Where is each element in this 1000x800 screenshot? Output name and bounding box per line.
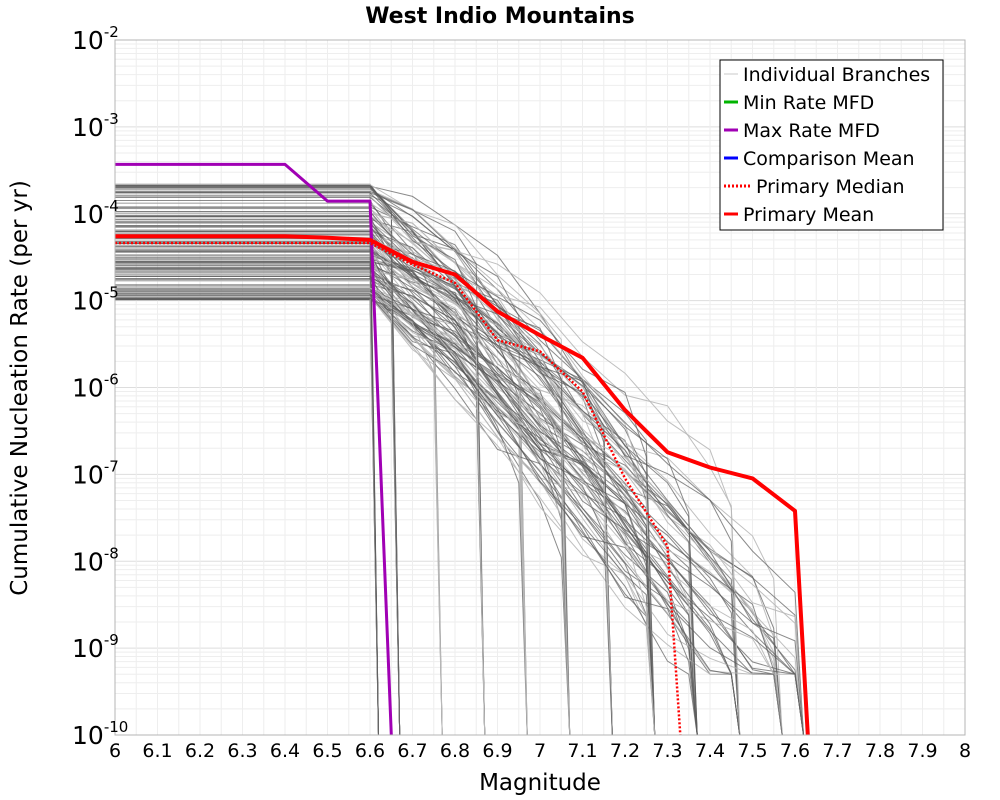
x-tick-label: 6.4 [270, 740, 300, 762]
branch-line [115, 211, 401, 736]
y-tick-label: 10-5 [72, 284, 119, 316]
x-tick-label: 6.8 [440, 740, 470, 762]
legend-label: Individual Branches [743, 64, 930, 86]
branch-line [115, 273, 656, 736]
branch-line [115, 280, 571, 736]
branch-line [115, 292, 443, 736]
x-tick-label: 7.9 [907, 740, 937, 762]
branch-line [115, 268, 804, 736]
branch-line [115, 185, 486, 736]
branch-line [115, 297, 571, 736]
plot-frame [114, 39, 966, 736]
branch-line [115, 294, 656, 736]
branch-line [115, 279, 379, 736]
grid [114, 40, 966, 736]
x-tick-label: 7 [534, 740, 546, 762]
x-tick-label: 6.2 [185, 740, 215, 762]
y-tick-label: 10-6 [72, 371, 119, 403]
branch-line [115, 294, 741, 736]
branch-line [115, 186, 656, 736]
x-tick-label: 6.5 [312, 740, 342, 762]
branch-line [115, 214, 379, 736]
individual-branches [115, 183, 804, 736]
y-tick-label: 10-4 [72, 197, 119, 229]
branch-line [115, 254, 401, 736]
branch-line [115, 266, 656, 736]
x-tick-label: 7.5 [737, 740, 767, 762]
branch-line [115, 200, 401, 736]
x-tick-label: 7.1 [567, 740, 597, 762]
y-tick-label: 10-10 [72, 718, 128, 750]
legend-label: Comparison Mean [743, 148, 915, 170]
branch-line [115, 271, 486, 736]
x-tick-label: 7.2 [610, 740, 640, 762]
branch-line [115, 245, 656, 736]
branch-line [115, 290, 783, 736]
branch-line [115, 232, 401, 736]
branch-line [115, 195, 656, 736]
x-tick-label: 7.4 [695, 740, 725, 762]
y-tick-label: 10-7 [72, 457, 119, 489]
branch-line [115, 261, 613, 736]
x-tick-label: 6 [109, 740, 121, 762]
branch-line [115, 187, 528, 736]
branch-line [115, 241, 379, 736]
branch-line [115, 188, 528, 736]
branch-line [115, 278, 741, 736]
branch-line [115, 245, 486, 736]
max-rate-mfd-line [115, 162, 393, 736]
y-tick-labels: 10-2 10-3 10-4 10-5 10-6 10-7 10-8 10-9 10-10 [72, 23, 128, 750]
branch-line [115, 192, 486, 736]
x-tick-label: 6.7 [397, 740, 427, 762]
x-tick-label: 7.8 [865, 740, 895, 762]
y-tick-label: 10-9 [72, 631, 119, 663]
legend: Individual Branches Min Rate MFD Max Rate … [719, 59, 944, 231]
x-tick-label: 6.6 [355, 740, 385, 762]
y-axis-label: Cumulative Nucleation Rate (per yr) [7, 180, 33, 596]
branch-line [115, 225, 379, 736]
x-tick-label: 6.9 [482, 740, 512, 762]
branch-line [115, 295, 783, 736]
x-axis-label: Magnitude [479, 770, 601, 796]
x-tick-label: 7.7 [822, 740, 852, 762]
branch-line [115, 237, 698, 736]
branch-line [115, 267, 741, 736]
x-tick-label: 6.1 [142, 740, 172, 762]
legend-label: Primary Median [756, 176, 905, 198]
branch-line [115, 185, 804, 736]
x-tick-label: 8 [959, 740, 971, 762]
branch-line [115, 221, 401, 736]
legend-label: Max Rate MFD [743, 120, 880, 142]
primary-mean-line [115, 234, 810, 736]
main-series [115, 162, 810, 736]
branch-line [115, 270, 379, 736]
y-tick-label: 10-8 [72, 544, 119, 576]
x-tick-label: 7.6 [780, 740, 810, 762]
y-tick-label: 10-3 [72, 110, 119, 142]
x-tick-label: 7.3 [652, 740, 682, 762]
x-tick-labels: 6 6.1 6.2 6.3 6.4 6.5 6.6 6.7 6.8 6.9 7 7.1 7.2 7.3 7.… [109, 740, 971, 762]
legend-label: Min Rate MFD [743, 92, 874, 114]
branch-line [115, 184, 571, 736]
branch-line [115, 207, 379, 736]
x-tick-label: 6.3 [227, 740, 257, 762]
branch-line [115, 190, 656, 736]
legend-label: Primary Mean [743, 204, 874, 226]
chart-title: West Indio Mountains [365, 4, 635, 29]
legend-box [719, 59, 944, 231]
branch-line [115, 287, 443, 736]
branch-line [115, 231, 379, 736]
y-tick-label: 10-2 [72, 23, 119, 55]
branch-line [115, 240, 486, 736]
